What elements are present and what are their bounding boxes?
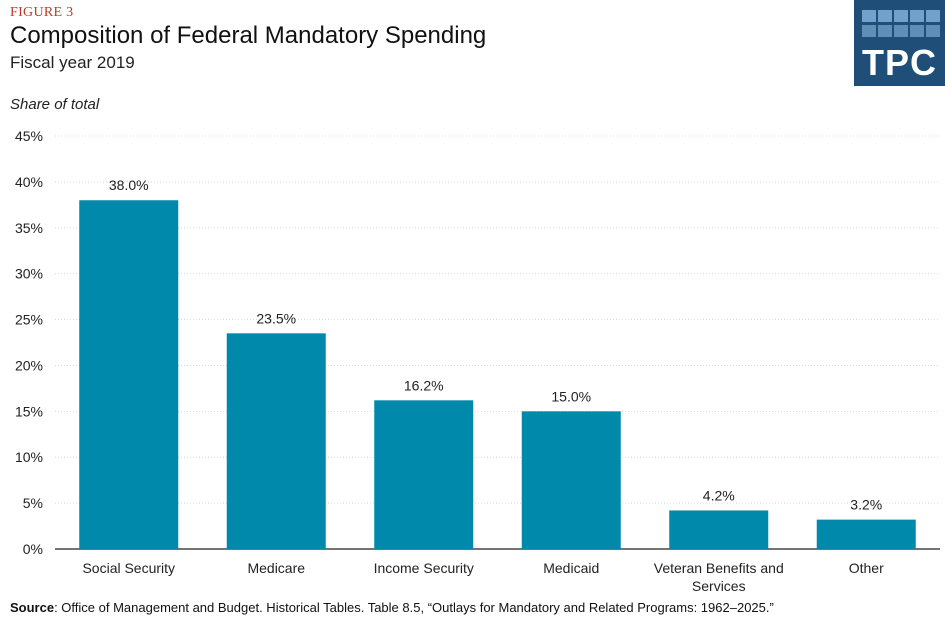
data-label: 38.0% [109,177,149,193]
logo-tile [862,25,876,37]
y-tick-label: 35% [15,220,43,236]
y-axis-caption: Share of total [10,96,100,113]
x-tick-label: Social Security [82,560,175,576]
logo-tile [878,10,892,22]
logo-tile [910,25,924,37]
data-label: 16.2% [404,377,444,393]
tpc-logo: TPC [854,0,945,86]
y-tick-label: 15% [15,403,43,419]
chart-title: Composition of Federal Mandatory Spendin… [10,22,487,49]
bar [669,510,769,549]
x-tick-label: Medicare [247,560,305,576]
logo-tile [894,10,908,22]
bar-chart: 0% 5% 10% 15% 20% 25% 30% 35% 40% 45% 38.0% Social … [15,128,940,594]
x-tick-label: Veteran Benefits and [654,560,784,576]
y-tick-label: 10% [15,449,43,465]
figure-label: FIGURE 3 [10,5,74,20]
y-tick-label: 20% [15,357,43,373]
x-tick-label: Other [849,560,884,576]
bar [79,200,179,549]
logo-text: TPC [862,42,937,83]
y-tick-label: 25% [15,312,43,328]
bar [521,411,621,549]
y-tick-label: 5% [23,495,43,511]
bar [816,519,916,549]
y-tick-label: 45% [15,128,43,144]
x-tick-label: Income Security [374,560,474,576]
data-label: 3.2% [850,497,882,513]
logo-tile [878,25,892,37]
y-tick-label: 30% [15,266,43,282]
data-label: 23.5% [256,310,296,326]
logo-tile [862,10,876,22]
logo-tile [926,10,940,22]
source-note: Source: Office of Management and Budget.… [10,600,774,615]
x-tick-label: Medicaid [543,560,599,576]
source-text: : Office of Management and Budget. Histo… [54,600,774,615]
y-tick-label: 40% [15,174,43,190]
chart-subtitle: Fiscal year 2019 [10,53,135,72]
logo-tile [926,25,940,37]
source-label: Source [10,600,55,615]
data-label: 4.2% [703,487,735,503]
logo-tile [910,10,924,22]
logo-tile [894,25,908,37]
logo-tile-grid [862,10,940,40]
y-tick-label: 0% [23,541,43,557]
x-tick-label: Services [692,578,746,594]
bar [226,333,326,549]
data-label: 15.0% [551,388,591,404]
bar [374,400,474,549]
